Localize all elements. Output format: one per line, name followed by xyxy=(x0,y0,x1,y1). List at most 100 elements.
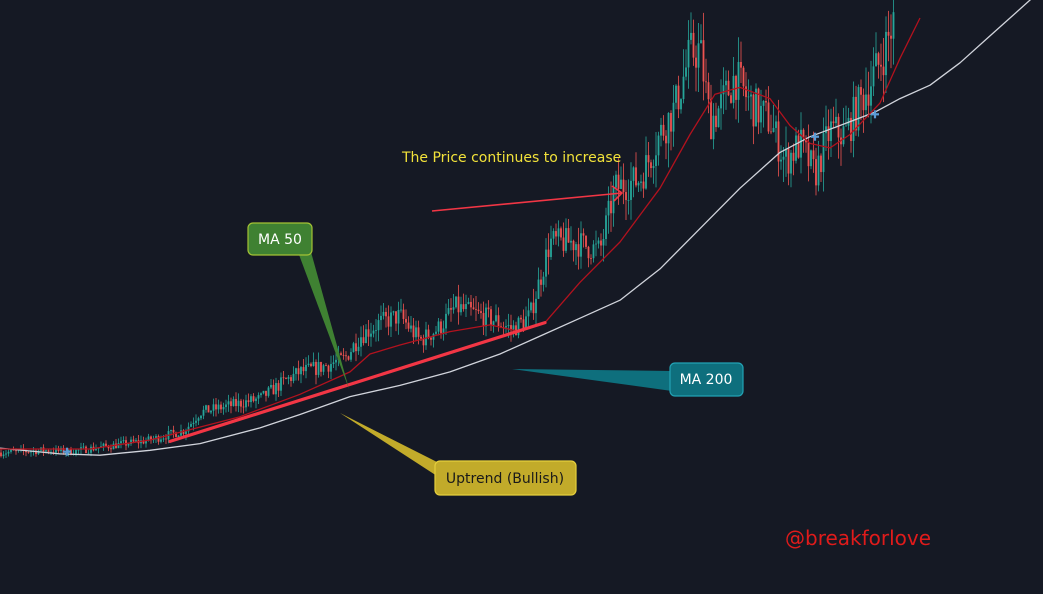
candle-body xyxy=(570,240,572,243)
candle-body xyxy=(190,424,192,427)
candle-body xyxy=(435,331,437,334)
candle-body xyxy=(315,361,317,375)
candle-body xyxy=(792,152,795,161)
candle-body xyxy=(532,302,535,314)
candle-body xyxy=(565,228,567,251)
candle-body xyxy=(620,179,622,189)
candle-body xyxy=(177,435,180,437)
candle-body xyxy=(637,182,640,186)
candle-body xyxy=(342,354,345,356)
candle-body xyxy=(332,362,335,365)
candle-body xyxy=(697,43,700,68)
candle-body xyxy=(260,393,262,396)
candle-body xyxy=(645,155,647,189)
candle-body xyxy=(365,329,367,344)
candle-body xyxy=(512,325,515,330)
cross-marker xyxy=(63,447,71,456)
candle-body xyxy=(510,325,512,330)
candle-body xyxy=(827,126,830,142)
candle-body xyxy=(252,396,255,402)
candle-body xyxy=(730,95,732,103)
candle-body xyxy=(810,150,812,167)
candle-body xyxy=(682,76,685,100)
candle-body xyxy=(485,307,487,327)
candle-body xyxy=(487,307,490,310)
candle-body xyxy=(507,325,510,327)
candle-body xyxy=(180,430,182,436)
candle-body xyxy=(672,102,675,132)
candle-body xyxy=(700,40,702,44)
candle-body xyxy=(542,276,545,285)
candle-body xyxy=(95,448,97,451)
candle-body xyxy=(217,404,220,410)
candle-body xyxy=(257,395,260,399)
candle-body xyxy=(312,361,315,367)
candle-body xyxy=(10,449,12,452)
candle-body xyxy=(497,315,500,327)
candle-body xyxy=(142,440,145,444)
candle-body xyxy=(225,404,227,408)
moving-averages-layer xyxy=(0,0,1032,456)
candle-body xyxy=(145,440,147,444)
candle-body xyxy=(780,159,782,162)
candle-body xyxy=(522,319,525,329)
candle-body xyxy=(327,365,330,372)
candle-body xyxy=(160,439,162,442)
candle-body xyxy=(765,101,767,103)
candle-body xyxy=(390,312,392,327)
candle-body xyxy=(215,404,217,410)
candle-body xyxy=(592,244,595,259)
candle-body xyxy=(240,400,242,407)
candle-body xyxy=(227,401,230,405)
candle-body xyxy=(702,40,705,82)
candle-body xyxy=(782,156,785,160)
candle-body xyxy=(630,180,632,200)
candle-body xyxy=(465,304,467,310)
candle-body xyxy=(892,12,895,39)
ma50-callout: MA 50 xyxy=(247,222,349,389)
price-note-text: The Price continues to increase xyxy=(401,150,621,166)
candle-body xyxy=(690,32,692,40)
candle-body xyxy=(207,405,210,413)
candle-body xyxy=(820,155,822,173)
candle-body xyxy=(817,155,820,186)
candle-body xyxy=(562,237,565,251)
candle-body xyxy=(525,316,527,329)
candle-body xyxy=(695,57,697,68)
candle-body xyxy=(77,449,80,451)
candle-body xyxy=(862,94,865,111)
candle-body xyxy=(610,200,612,214)
candle-body xyxy=(657,135,660,156)
candle-body xyxy=(360,337,362,347)
candle-body xyxy=(622,179,625,193)
candle-body xyxy=(410,325,412,329)
candle-body xyxy=(890,35,892,39)
candle-body xyxy=(675,85,677,103)
candle-body xyxy=(427,329,430,338)
candle-body xyxy=(860,87,862,95)
ma200-callout-pointer xyxy=(512,369,672,391)
candle-body xyxy=(415,327,417,338)
candle-body xyxy=(812,150,815,160)
candle-body xyxy=(787,148,790,174)
candle-body xyxy=(335,359,337,363)
uptrend-trendline xyxy=(168,321,547,443)
candle-body xyxy=(720,94,722,109)
candle-body xyxy=(272,384,275,395)
candle-body xyxy=(875,53,877,67)
candle-body xyxy=(472,307,475,310)
candle-body xyxy=(5,453,7,455)
candle-body xyxy=(15,450,17,452)
ma200-line xyxy=(0,0,1032,456)
candle-body xyxy=(127,443,130,446)
candle-body xyxy=(350,352,352,360)
candle-body xyxy=(430,337,432,340)
candle-body xyxy=(767,102,770,132)
candle-body xyxy=(652,166,655,169)
candle-body xyxy=(25,450,27,453)
candle-body xyxy=(537,279,540,299)
candle-body xyxy=(632,167,635,181)
candle-body xyxy=(625,192,627,201)
candle-body xyxy=(305,364,307,372)
candle-body xyxy=(230,401,232,407)
